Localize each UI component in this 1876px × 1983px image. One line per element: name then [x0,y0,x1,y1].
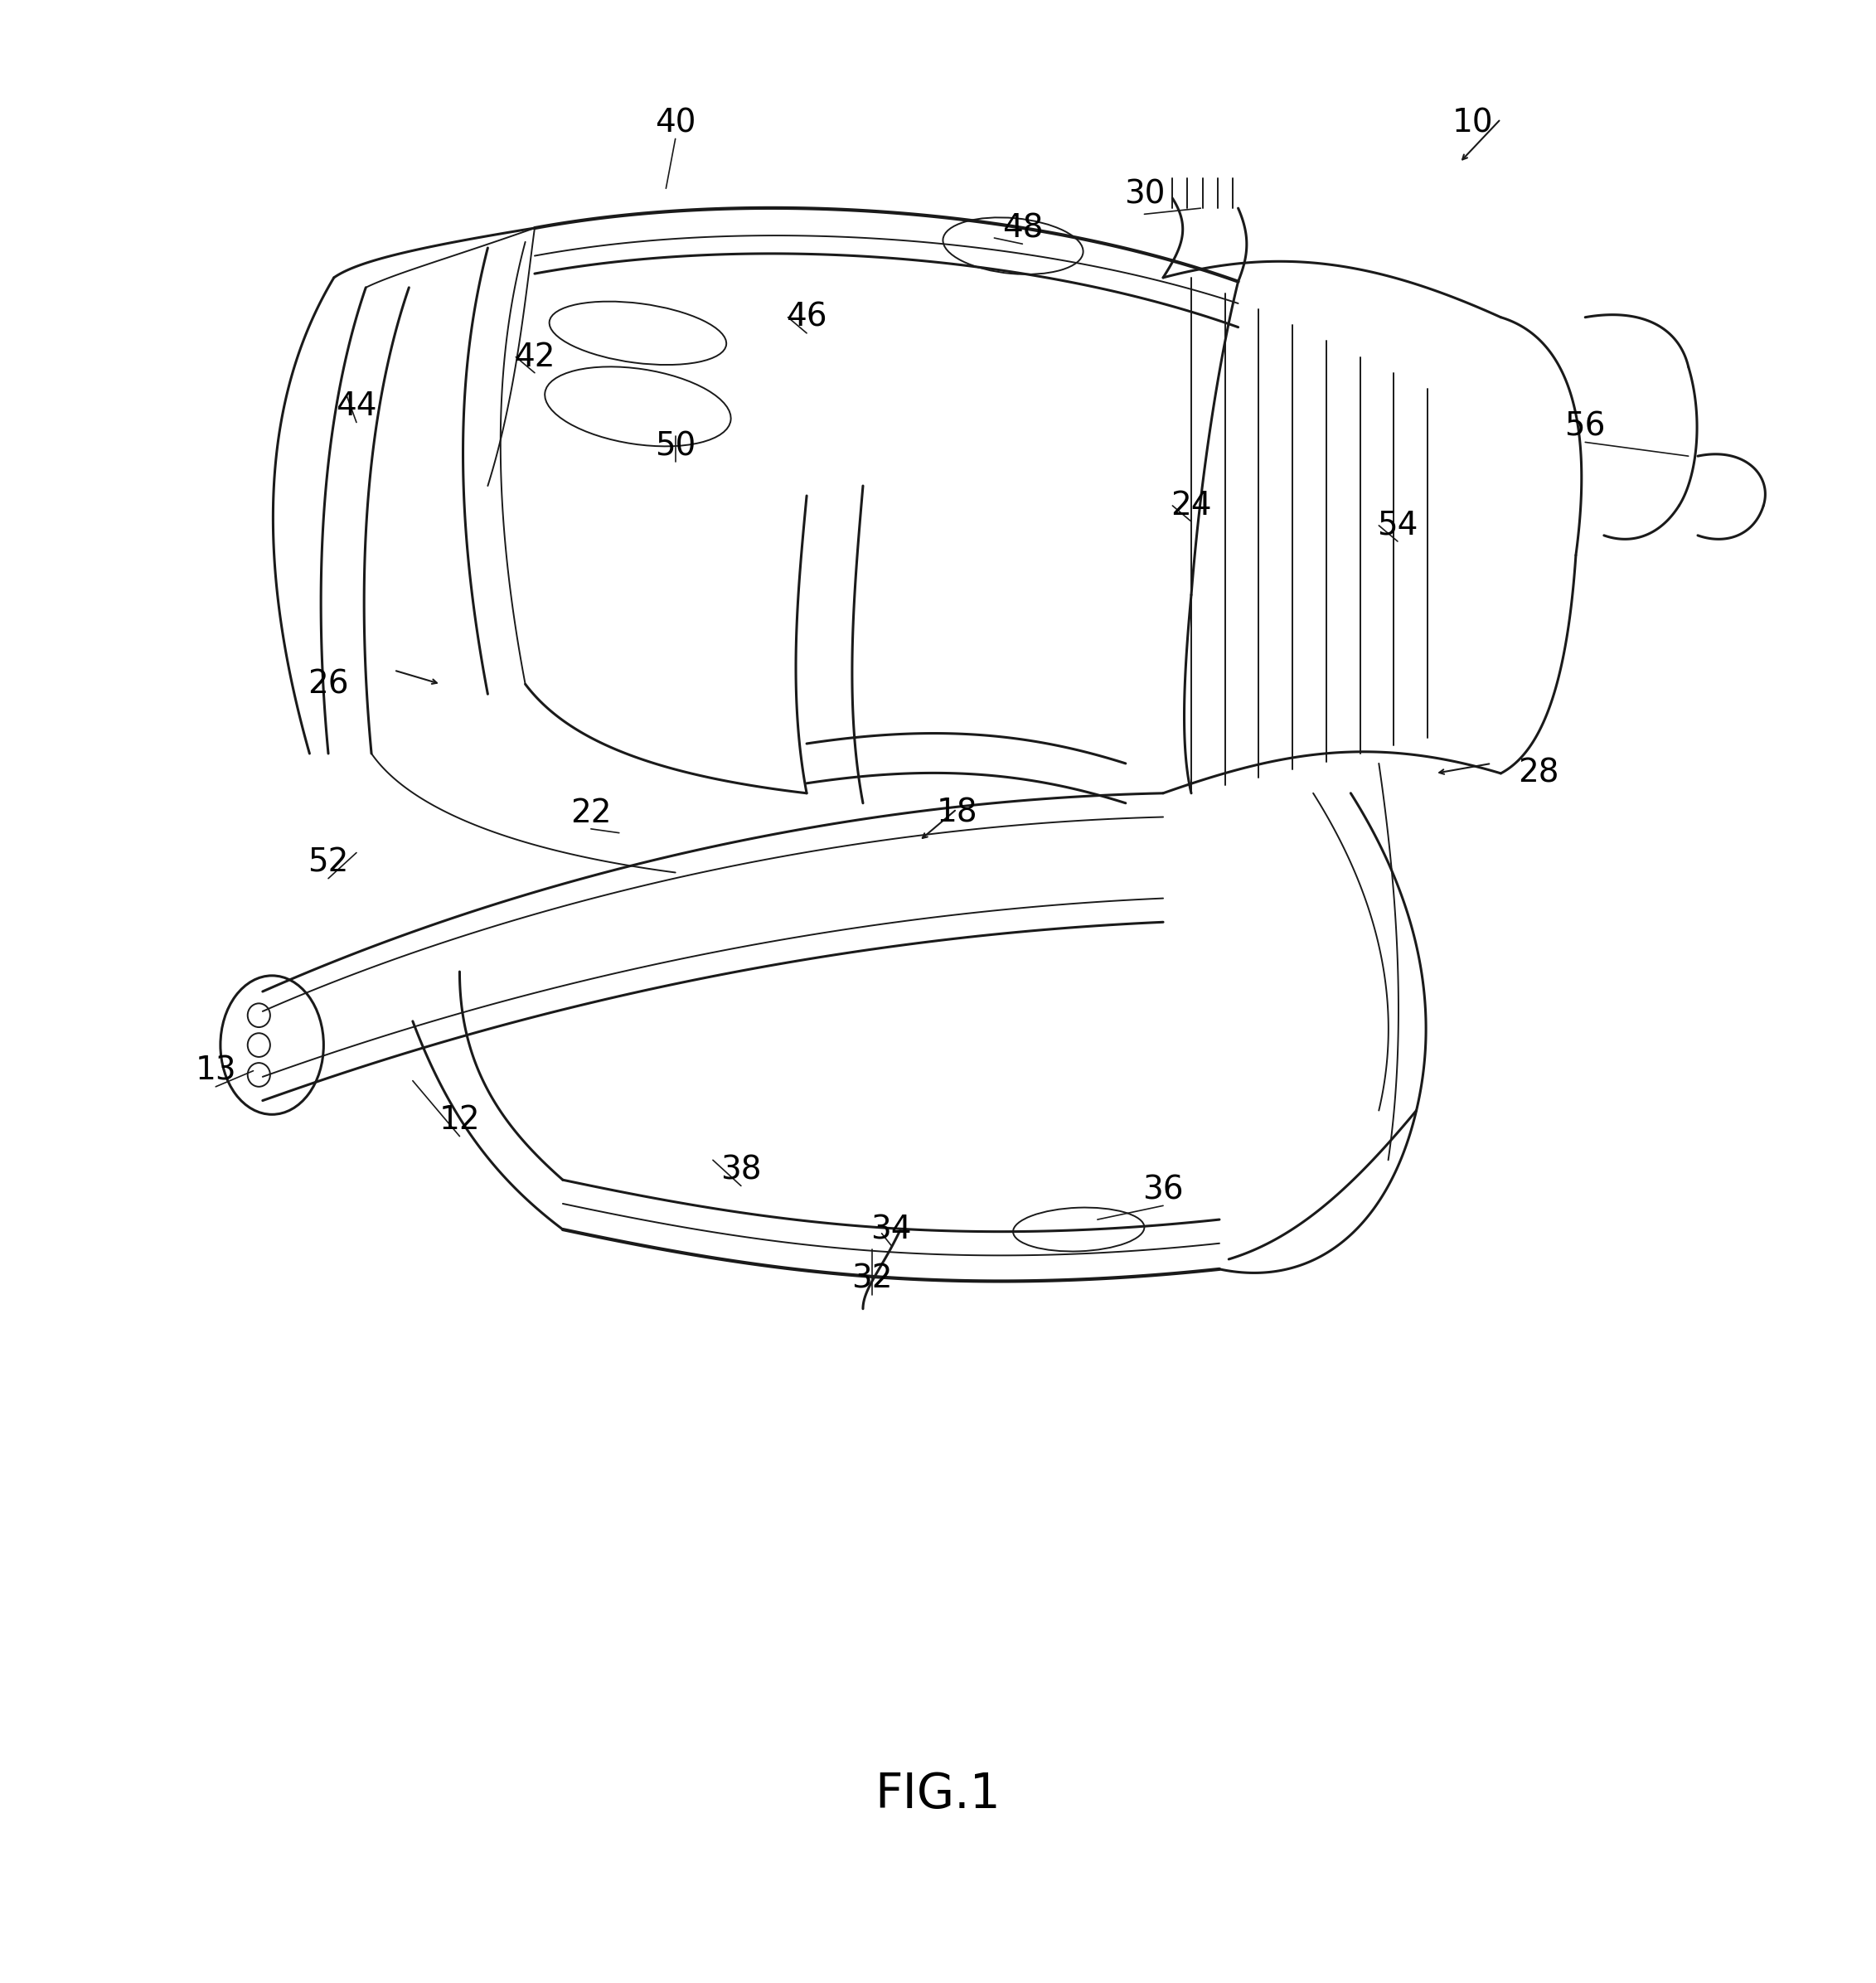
Text: 38: 38 [720,1154,762,1186]
Text: 10: 10 [1452,107,1493,139]
Text: 12: 12 [439,1105,480,1136]
Text: 30: 30 [1124,178,1165,210]
Text: 44: 44 [336,391,377,422]
Text: 46: 46 [786,301,827,333]
Text: 34: 34 [870,1214,912,1245]
Text: 40: 40 [655,107,696,139]
Text: 50: 50 [655,430,696,462]
Text: 42: 42 [514,341,555,373]
Text: 22: 22 [570,797,612,829]
Text: 54: 54 [1377,510,1418,541]
Text: 26: 26 [308,668,349,700]
Text: 56: 56 [1565,410,1606,442]
Text: 18: 18 [936,797,977,829]
Text: 48: 48 [1002,212,1043,244]
Text: 24: 24 [1171,490,1212,522]
Text: FIG.1: FIG.1 [874,1771,1002,1818]
Text: 52: 52 [308,847,349,878]
Text: 32: 32 [852,1263,893,1295]
Text: 28: 28 [1518,758,1559,789]
Text: 13: 13 [195,1055,236,1087]
Text: 36: 36 [1142,1174,1184,1206]
